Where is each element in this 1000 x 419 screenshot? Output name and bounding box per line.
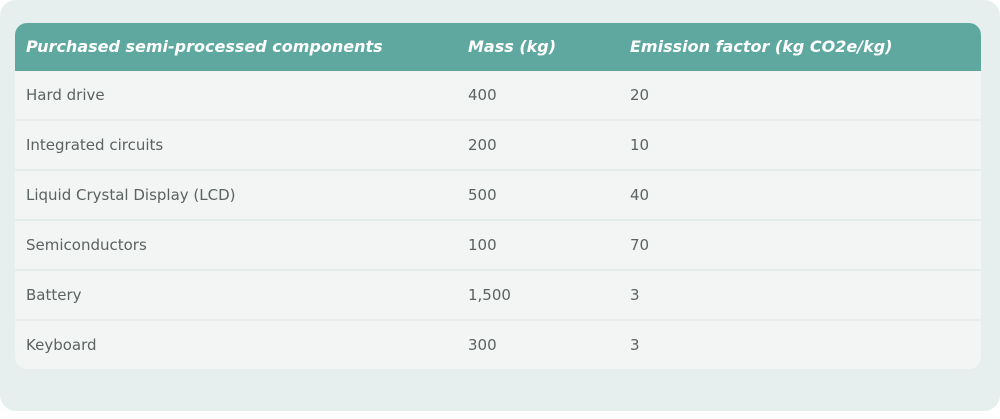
- header-mass: Mass (kg): [468, 37, 557, 56]
- cell-component: Hard drive: [26, 86, 105, 104]
- table-body: Hard drive 400 20 Integrated circuits 20…: [15, 71, 981, 369]
- cell-mass: 100: [468, 236, 497, 254]
- table-row: Keyboard 300 3: [15, 321, 981, 369]
- cell-mass: 300: [468, 336, 497, 354]
- cell-emission-factor: 10: [630, 136, 650, 154]
- emissions-table: Purchased semi-processed components Mass…: [15, 23, 981, 369]
- cell-component: Liquid Crystal Display (LCD): [26, 186, 236, 204]
- cell-mass: 500: [468, 186, 497, 204]
- cell-emission-factor: 3: [630, 286, 640, 304]
- cell-component: Integrated circuits: [26, 136, 164, 154]
- header-emission-factor: Emission factor (kg CO2e/kg): [630, 37, 893, 56]
- table-row: Hard drive 400 20: [15, 71, 981, 121]
- cell-emission-factor: 40: [630, 186, 650, 204]
- header-component: Purchased semi-processed components: [26, 37, 383, 56]
- table-row: Battery 1,500 3: [15, 271, 981, 321]
- cell-component: Battery: [26, 286, 82, 304]
- table-row: Liquid Crystal Display (LCD) 500 40: [15, 171, 981, 221]
- table-header-row: Purchased semi-processed components Mass…: [15, 23, 981, 71]
- cell-mass: 200: [468, 136, 497, 154]
- table-row: Semiconductors 100 70: [15, 221, 981, 271]
- cell-emission-factor: 70: [630, 236, 650, 254]
- cell-mass: 400: [468, 86, 497, 104]
- table-row: Integrated circuits 200 10: [15, 121, 981, 171]
- cell-emission-factor: 3: [630, 336, 640, 354]
- cell-component: Semiconductors: [26, 236, 147, 254]
- cell-mass: 1,500: [468, 286, 511, 304]
- cell-emission-factor: 20: [630, 86, 650, 104]
- cell-component: Keyboard: [26, 336, 97, 354]
